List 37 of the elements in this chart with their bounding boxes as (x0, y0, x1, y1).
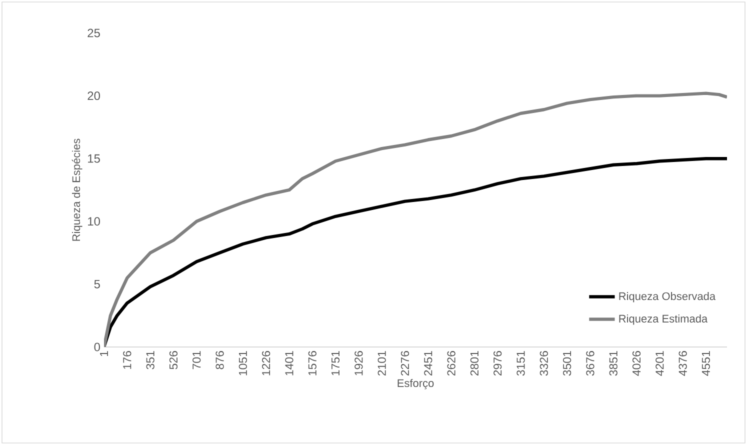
x-tick-label: 1226 (262, 351, 270, 376)
x-axis-title: Esforço (398, 378, 434, 390)
x-tick-label: 526 (169, 351, 178, 370)
y-tick-label: 0 (94, 342, 100, 352)
x-tick-label: 1 (100, 351, 108, 356)
x-tick-label: 1751 (332, 351, 340, 376)
x-tick-label: 3501 (562, 351, 572, 376)
x-tick-label: 2801 (470, 351, 479, 376)
x-tick-label: 4201 (656, 351, 664, 376)
legend-label: Riqueza Observada (619, 292, 716, 302)
legend-label: Riqueza Estimada (619, 314, 708, 325)
x-tick-label: 2276 (400, 351, 410, 376)
x-tick-label: 701 (192, 351, 201, 370)
y-tick-label: 5 (94, 280, 100, 288)
y-tick-label: 15 (88, 154, 100, 163)
y-tick-label: 20 (88, 92, 100, 100)
y-tick-label: 25 (88, 28, 100, 38)
x-tick-label: 2451 (424, 351, 432, 376)
x-tick-label: 1926 (354, 351, 363, 376)
x-tick-label: 2626 (447, 351, 456, 376)
x-tick-label: 1051 (238, 351, 247, 376)
x-tick-label: 3326 (540, 351, 548, 376)
x-tick-label: 351 (146, 351, 154, 370)
x-tick-label: 3151 (516, 351, 525, 376)
x-tick-label: 4376 (678, 351, 687, 376)
x-tick-label: 4551 (702, 351, 710, 376)
x-tick-label: 4026 (632, 351, 641, 376)
x-tick-label: 2976 (494, 351, 502, 376)
y-tick-label: 10 (88, 217, 100, 226)
x-tick-label: 1401 (285, 351, 294, 376)
x-tick-label: 2101 (378, 351, 386, 376)
x-tick-label: 3851 (609, 351, 618, 376)
x-tick-label: 176 (123, 351, 132, 369)
x-tick-label: 3676 (586, 351, 594, 376)
y-axis-title: Riqueza de Espécies (72, 138, 82, 241)
x-tick-label: 876 (216, 351, 224, 370)
x-tick-label: 1576 (308, 351, 316, 376)
